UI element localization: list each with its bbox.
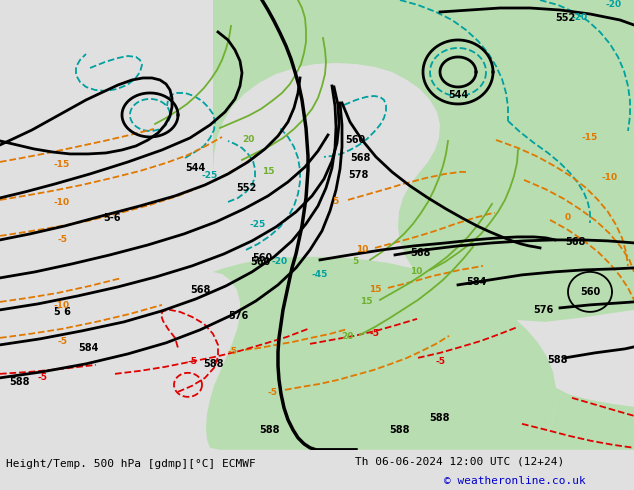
Text: -25: -25	[202, 172, 218, 180]
Text: -5: -5	[57, 337, 67, 346]
Text: 588: 588	[548, 355, 568, 365]
Text: -5: -5	[370, 329, 380, 339]
Text: 10: 10	[410, 268, 422, 276]
Text: 5: 5	[352, 257, 358, 267]
Text: Height/Temp. 500 hPa [gdmp][°C] ECMWF: Height/Temp. 500 hPa [gdmp][°C] ECMWF	[6, 459, 256, 469]
Text: 15: 15	[359, 297, 372, 306]
Text: -5: -5	[435, 357, 445, 367]
Text: 568: 568	[565, 237, 585, 247]
Text: -25: -25	[250, 220, 266, 229]
Text: 544: 544	[448, 90, 468, 100]
Text: 544: 544	[185, 163, 205, 173]
Text: -45: -45	[312, 270, 328, 279]
Text: Th 06-06-2024 12:00 UTC (12+24): Th 06-06-2024 12:00 UTC (12+24)	[355, 456, 564, 466]
Text: 576: 576	[228, 311, 248, 321]
Text: -5: -5	[227, 347, 237, 356]
Text: 552: 552	[555, 13, 575, 23]
Text: -10: -10	[602, 173, 618, 182]
Text: 576: 576	[533, 305, 553, 315]
Text: 552: 552	[236, 183, 256, 193]
Text: 20: 20	[341, 332, 353, 342]
Text: 568: 568	[190, 285, 210, 295]
Text: 5-6: 5-6	[103, 213, 120, 223]
Text: 0: 0	[565, 214, 571, 222]
Text: -10: -10	[54, 198, 70, 207]
Polygon shape	[530, 388, 634, 450]
Text: 10: 10	[356, 245, 368, 254]
Text: -20: -20	[572, 14, 588, 23]
Text: 584: 584	[466, 277, 486, 287]
Text: 560: 560	[345, 135, 365, 145]
Text: 15: 15	[369, 285, 381, 294]
Polygon shape	[213, 0, 634, 322]
Text: 568: 568	[350, 153, 370, 163]
Text: -10: -10	[54, 301, 70, 310]
Text: 15: 15	[262, 168, 275, 176]
Text: -20: -20	[272, 257, 288, 267]
Text: -15: -15	[54, 160, 70, 170]
Text: 568: 568	[410, 248, 430, 258]
Text: 5: 5	[332, 197, 338, 206]
Text: 5 6: 5 6	[53, 307, 70, 317]
Text: 588: 588	[10, 377, 30, 387]
Text: -5: -5	[37, 373, 47, 382]
Text: 20: 20	[242, 135, 254, 145]
Text: 588: 588	[430, 413, 450, 423]
Text: 584: 584	[78, 343, 98, 353]
Text: © weatheronline.co.uk: © weatheronline.co.uk	[444, 476, 586, 486]
Polygon shape	[206, 257, 556, 450]
Text: 560: 560	[252, 253, 272, 263]
Text: -5: -5	[267, 389, 277, 397]
Text: 560: 560	[580, 287, 600, 297]
Text: -5: -5	[187, 357, 197, 367]
Text: -15: -15	[582, 133, 598, 143]
Text: 560: 560	[250, 257, 270, 267]
Text: 588: 588	[260, 425, 280, 435]
Text: 588: 588	[390, 425, 410, 435]
Text: 588: 588	[204, 359, 224, 369]
Text: -5: -5	[57, 235, 67, 245]
Text: -20: -20	[606, 0, 622, 9]
Text: 578: 578	[348, 170, 368, 180]
